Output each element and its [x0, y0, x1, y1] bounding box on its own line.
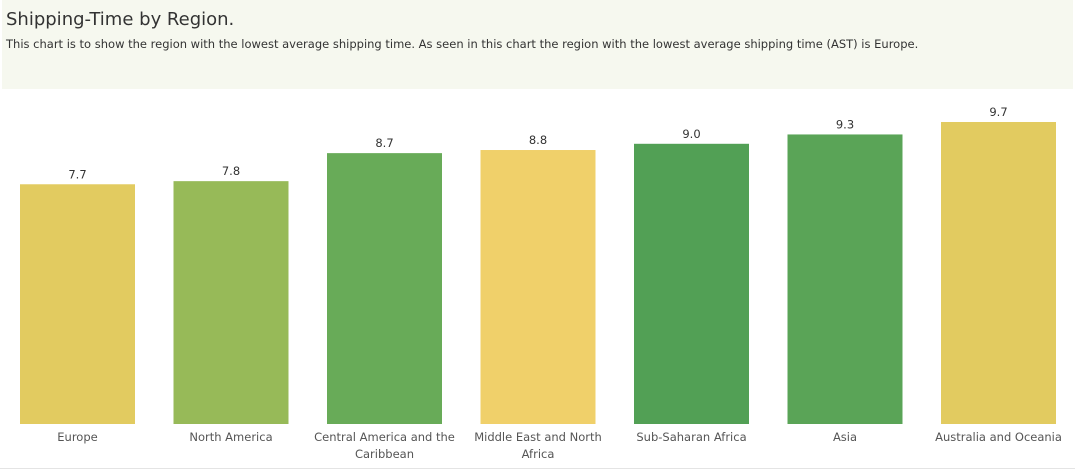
data-label-4: 9.0 — [682, 127, 700, 141]
bar-6[interactable] — [941, 122, 1056, 424]
chart-bottom-border — [0, 468, 1075, 469]
category-label-2-line-0: Central America and the — [314, 430, 455, 444]
category-label-6: Australia and Oceania — [935, 430, 1062, 444]
data-label-2: 8.7 — [375, 136, 393, 150]
bar-2[interactable] — [327, 153, 442, 424]
category-label-5: Asia — [833, 430, 857, 444]
data-label-1: 7.8 — [222, 164, 240, 178]
category-label-2-line-1: Caribbean — [355, 447, 414, 461]
category-label-3-line-1: Africa — [522, 447, 555, 461]
page-title: Shipping-Time by Region. — [6, 9, 235, 30]
data-label-6: 9.7 — [989, 105, 1007, 119]
chart-header: Shipping-Time by Region. This chart is t… — [2, 0, 1073, 89]
bar-3[interactable] — [480, 150, 596, 424]
category-label-0: Europe — [57, 430, 97, 444]
page-subtitle: This chart is to show the region with th… — [6, 37, 919, 51]
category-label-1: North America — [189, 430, 272, 444]
data-label-0: 7.7 — [68, 167, 86, 181]
bar-5[interactable] — [787, 134, 903, 424]
bar-4[interactable] — [634, 143, 749, 424]
bar-0[interactable] — [20, 184, 135, 424]
category-label-4: Sub-Saharan Africa — [636, 430, 746, 444]
category-label-3-line-0: Middle East and North — [474, 430, 602, 444]
bar-1[interactable] — [173, 181, 289, 424]
data-label-3: 8.8 — [529, 133, 547, 147]
bar-chart: 7.7 Europe 7.8 North America 8.7 Central Amer… — [0, 89, 1075, 470]
data-label-5: 9.3 — [836, 117, 854, 131]
bar-chart-svg: 7.7 Europe 7.8 North America 8.7 Central Amer… — [20, 105, 1062, 461]
